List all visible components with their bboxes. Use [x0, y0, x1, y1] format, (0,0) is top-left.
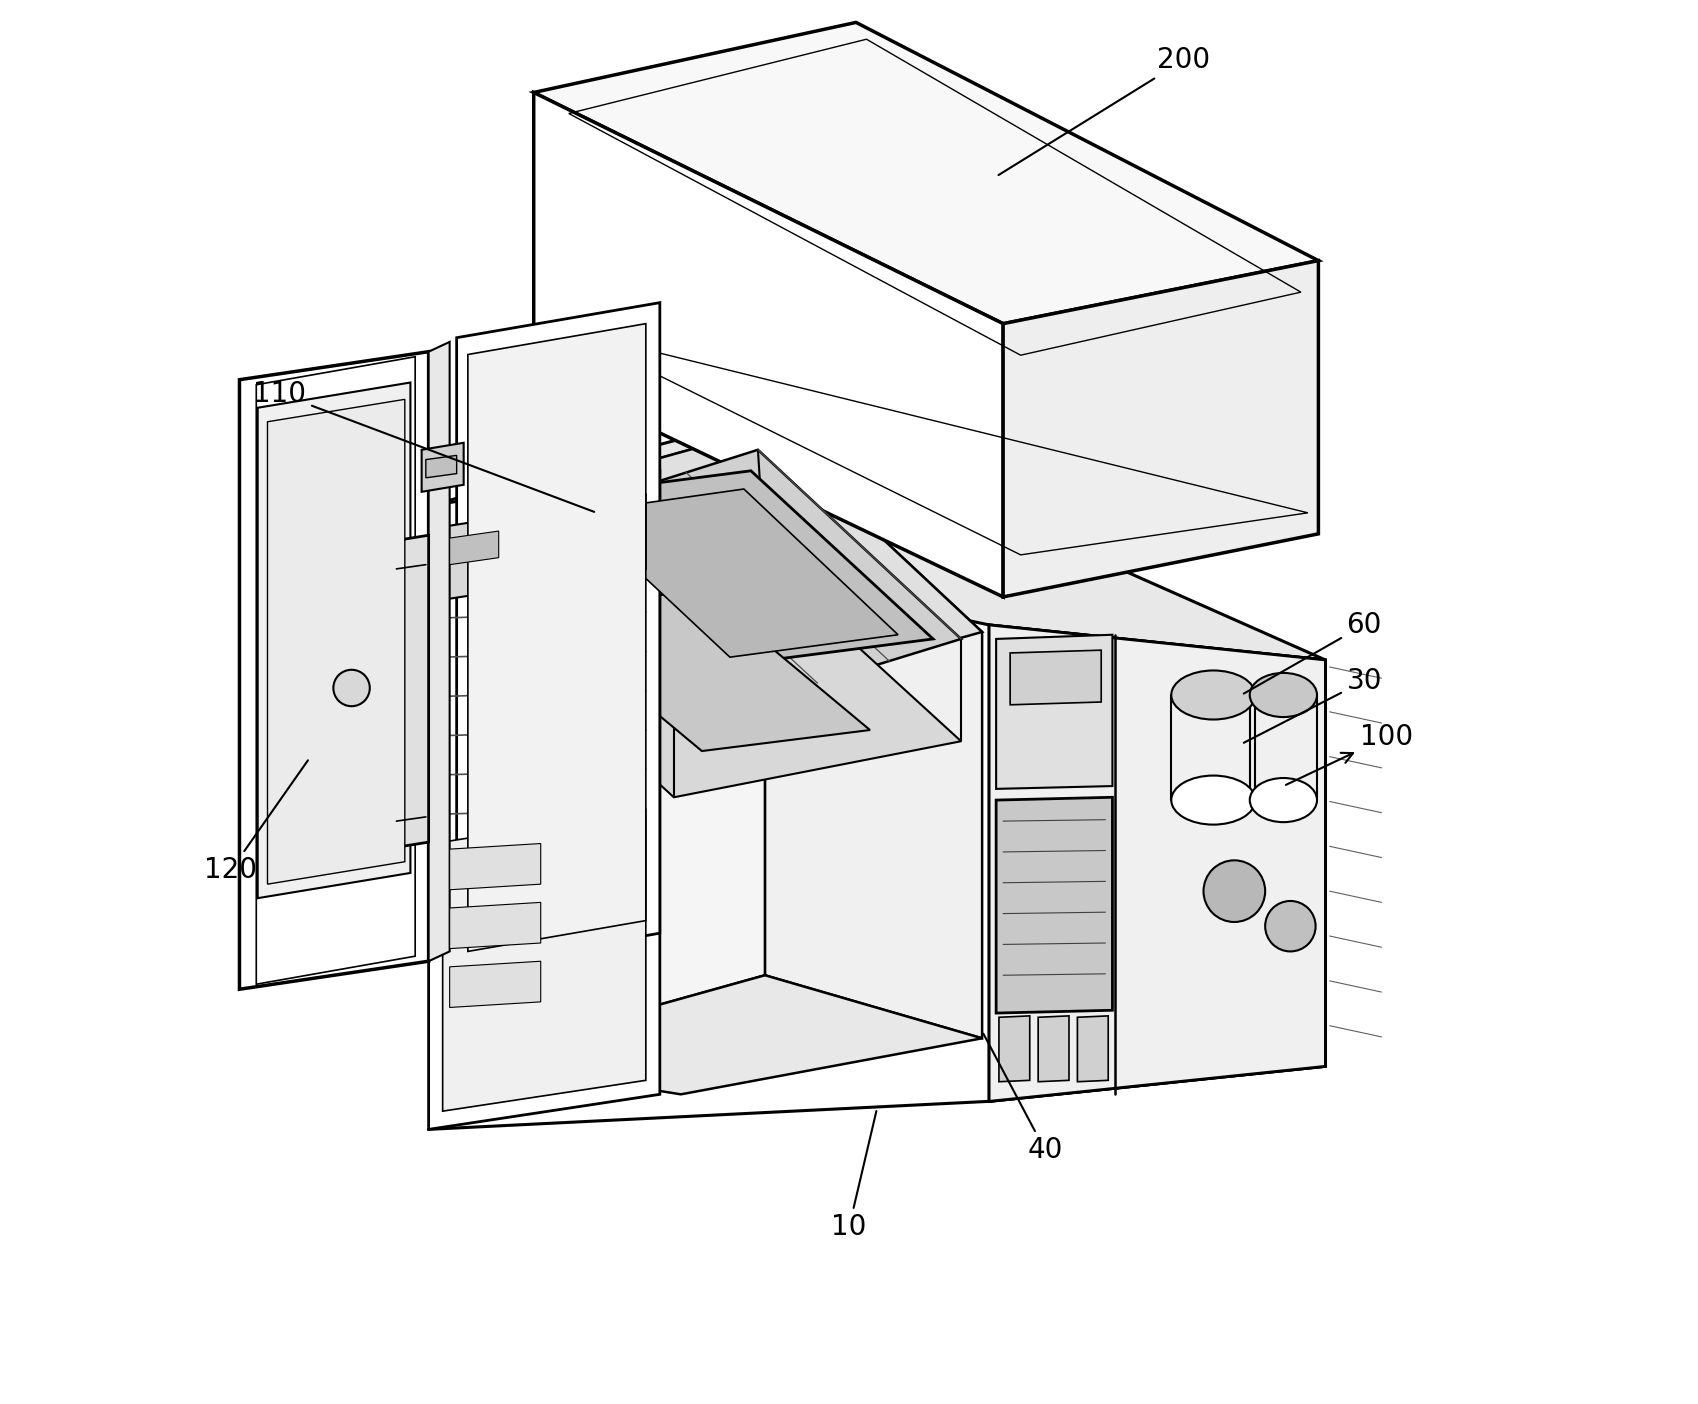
- Polygon shape: [450, 903, 540, 949]
- Polygon shape: [990, 625, 1326, 1101]
- Polygon shape: [239, 351, 428, 990]
- Circle shape: [1265, 901, 1316, 952]
- Polygon shape: [457, 303, 661, 969]
- Polygon shape: [997, 797, 1112, 1014]
- Polygon shape: [464, 976, 981, 1094]
- Text: 120: 120: [204, 761, 307, 885]
- Polygon shape: [469, 324, 645, 952]
- Text: 110: 110: [253, 379, 594, 512]
- Polygon shape: [394, 535, 428, 848]
- Polygon shape: [450, 531, 499, 564]
- Text: 60: 60: [1243, 611, 1382, 694]
- Polygon shape: [426, 455, 457, 477]
- Text: 40: 40: [983, 1033, 1063, 1164]
- Polygon shape: [1010, 650, 1102, 705]
- Polygon shape: [533, 93, 1004, 597]
- Ellipse shape: [1250, 778, 1318, 823]
- Polygon shape: [464, 428, 981, 716]
- Polygon shape: [533, 470, 934, 667]
- Polygon shape: [576, 489, 898, 657]
- Polygon shape: [443, 810, 645, 1111]
- Polygon shape: [428, 414, 1326, 660]
- Text: 100: 100: [1285, 723, 1413, 785]
- Ellipse shape: [1172, 671, 1255, 719]
- Polygon shape: [470, 449, 961, 727]
- Polygon shape: [533, 22, 1318, 324]
- Text: 30: 30: [1245, 667, 1382, 743]
- Polygon shape: [997, 635, 1112, 789]
- Polygon shape: [428, 470, 661, 1129]
- Polygon shape: [477, 562, 961, 797]
- Circle shape: [1204, 861, 1265, 922]
- Polygon shape: [1004, 261, 1318, 597]
- Polygon shape: [258, 382, 411, 899]
- Polygon shape: [268, 399, 404, 885]
- Polygon shape: [1037, 1016, 1070, 1081]
- Polygon shape: [990, 625, 1326, 1101]
- Polygon shape: [764, 428, 981, 1039]
- Polygon shape: [443, 494, 645, 600]
- Ellipse shape: [1172, 775, 1255, 824]
- Polygon shape: [450, 844, 540, 890]
- Polygon shape: [1078, 1016, 1109, 1081]
- Polygon shape: [998, 1016, 1029, 1081]
- Polygon shape: [450, 962, 540, 1008]
- Polygon shape: [428, 343, 450, 962]
- Text: 200: 200: [998, 46, 1211, 176]
- Polygon shape: [421, 442, 464, 491]
- Polygon shape: [464, 428, 764, 1059]
- Text: 10: 10: [832, 1111, 876, 1241]
- Circle shape: [333, 670, 370, 706]
- Ellipse shape: [1250, 673, 1318, 717]
- Polygon shape: [533, 590, 869, 751]
